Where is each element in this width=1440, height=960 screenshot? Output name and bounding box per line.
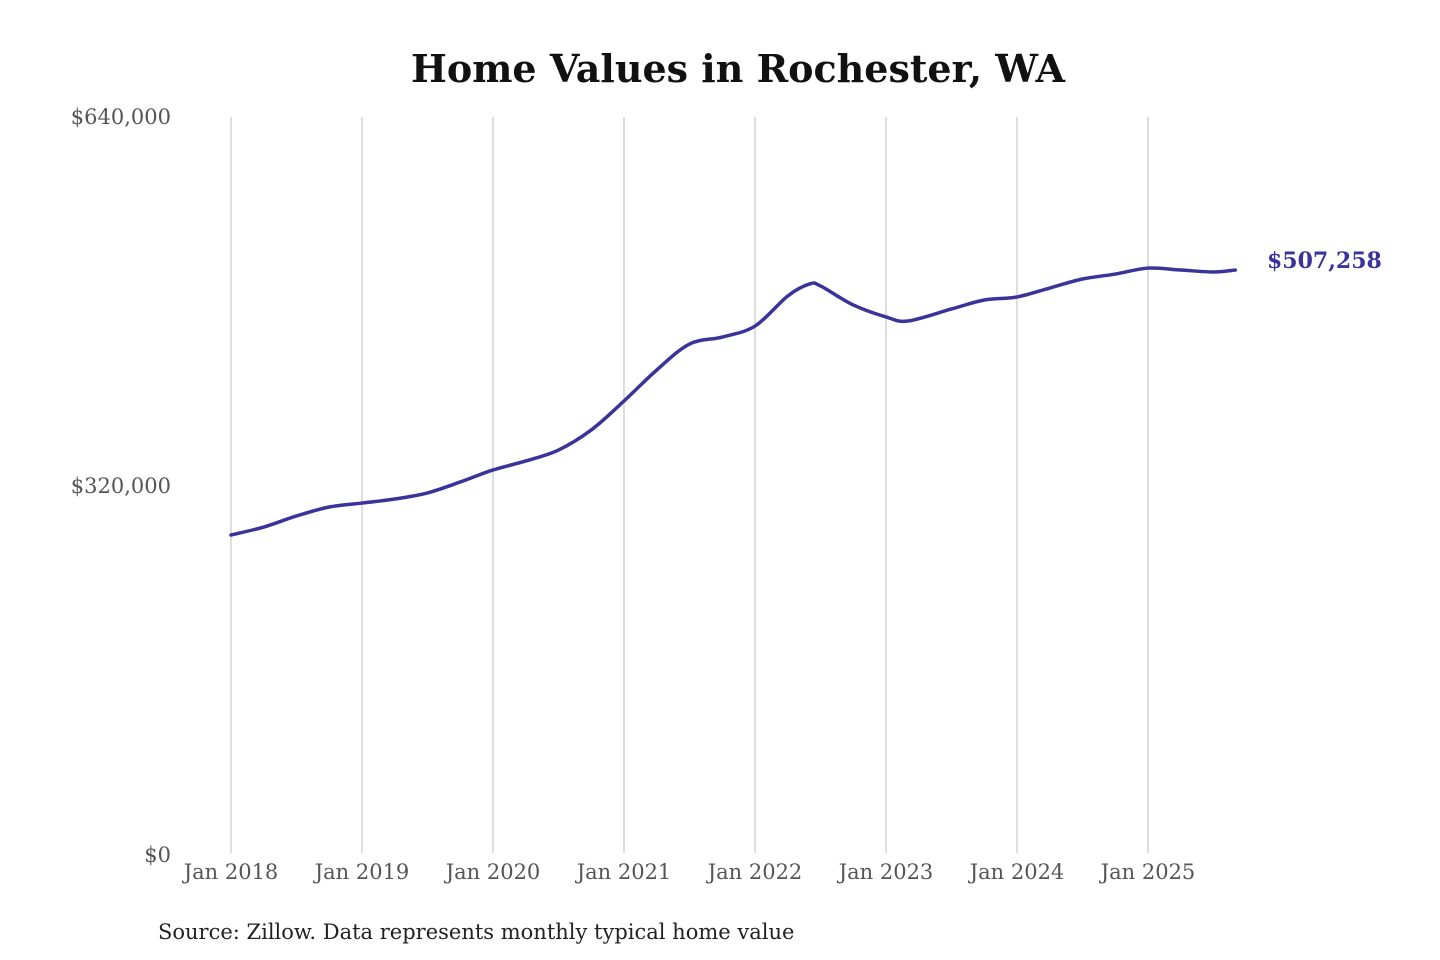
x-tick-label: Jan 2019	[313, 860, 410, 884]
x-tick-label: Jan 2025	[1099, 860, 1196, 884]
end-value-label: $507,258	[1267, 248, 1382, 274]
x-tick-label: Jan 2022	[706, 860, 803, 884]
x-tick-label: Jan 2020	[444, 860, 541, 884]
x-tick-label: Jan 2018	[182, 860, 279, 884]
source-note: Source: Zillow. Data represents monthly …	[158, 920, 794, 944]
x-tick-label: Jan 2023	[837, 860, 934, 884]
chart-title: Home Values in Rochester, WA	[411, 46, 1066, 91]
x-tick-label: Jan 2024	[968, 860, 1065, 884]
y-tick-label: $640,000	[71, 105, 171, 129]
series-line	[229, 266, 1238, 537]
y-tick-label: $320,000	[71, 474, 171, 498]
x-tick-label: Jan 2021	[575, 860, 672, 884]
y-tick-label: $0	[144, 843, 171, 867]
